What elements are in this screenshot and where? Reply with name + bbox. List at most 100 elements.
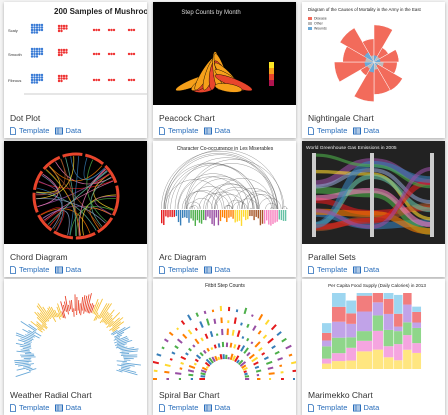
dot (36, 29, 38, 31)
dot (63, 25, 65, 27)
segment (394, 327, 402, 332)
table-icon (55, 266, 63, 274)
template-link[interactable]: Template (158, 403, 198, 412)
dot (133, 29, 135, 31)
segment (322, 323, 331, 333)
tick (186, 210, 187, 218)
data-link[interactable]: Data (55, 265, 81, 274)
tick (214, 210, 215, 226)
link-text: Template (168, 265, 198, 274)
axis (430, 153, 434, 237)
data-link[interactable]: Data (55, 126, 81, 135)
segment (373, 302, 383, 315)
dot (130, 53, 132, 55)
icon-page (309, 266, 314, 273)
dot (110, 53, 112, 55)
tick (272, 210, 273, 224)
segment (357, 296, 372, 312)
card-links: Template Data (9, 265, 81, 274)
dot (38, 74, 40, 76)
bar (247, 338, 248, 341)
card-links: Template Data (158, 265, 230, 274)
table-icon (204, 404, 212, 412)
doc-icon (307, 266, 315, 274)
icon-grid (354, 267, 361, 273)
dot (33, 76, 35, 78)
dot (133, 79, 135, 81)
tick (262, 210, 263, 224)
data-link[interactable]: Data (204, 126, 230, 135)
segment (373, 293, 383, 302)
thumb-label: Fibrous (8, 78, 21, 83)
table-icon (204, 266, 212, 274)
tick (249, 210, 250, 216)
data-link[interactable]: Data (204, 403, 230, 412)
dot (63, 77, 65, 79)
dot (33, 79, 35, 81)
tick (182, 210, 183, 218)
bar (194, 364, 196, 365)
dot (93, 79, 95, 81)
thumb-label: Other (314, 22, 324, 26)
bar (170, 359, 172, 360)
dot (41, 53, 43, 55)
card-title: Nightingale Chart (308, 113, 374, 123)
thumb-title: 200 Samples of Mushroo (54, 7, 147, 16)
card: Weather Radial Chart Template Data (4, 279, 147, 415)
doc-icon (9, 404, 17, 412)
segment (384, 299, 394, 314)
link-text: Data (214, 126, 230, 135)
data-link[interactable]: Data (353, 265, 379, 274)
card-title: Weather Radial Chart (10, 390, 92, 400)
doc-icon (158, 127, 166, 135)
data-link[interactable]: Data (353, 126, 379, 135)
template-link[interactable]: Template (307, 126, 347, 135)
card-title: Spiral Bar Chart (159, 390, 219, 400)
dot (58, 80, 60, 82)
dot (41, 74, 43, 76)
dot (36, 79, 38, 81)
segment (346, 324, 356, 337)
data-link[interactable]: Data (204, 265, 230, 274)
thumbnail: Step Counts by Month (153, 2, 296, 105)
axis (312, 153, 316, 237)
dot (65, 49, 67, 51)
bar (218, 357, 219, 360)
template-link[interactable]: Template (307, 265, 347, 274)
template-link[interactable]: Template (307, 403, 347, 412)
table-icon (204, 127, 212, 135)
dot (133, 53, 135, 55)
thumb-label: Wounds (314, 27, 327, 31)
data-link[interactable]: Data (353, 403, 379, 412)
thumb-title: Per Capita Food Supply (Daily Calories) … (328, 283, 426, 288)
card-title: Marimekko Chart (308, 390, 373, 400)
tick (220, 210, 221, 221)
bar (193, 345, 195, 347)
dot (58, 27, 60, 29)
tick (216, 210, 217, 218)
segment (373, 350, 383, 369)
template-link[interactable]: Template (158, 126, 198, 135)
thumb-label: Disease (314, 17, 327, 21)
template-link[interactable]: Template (158, 265, 198, 274)
dot (38, 26, 40, 28)
bar (235, 318, 236, 324)
dot (63, 49, 65, 51)
card-links: Template Data (307, 403, 379, 412)
dot (41, 76, 43, 78)
segment (357, 293, 372, 296)
template-link[interactable]: Template (9, 126, 49, 135)
dot (36, 31, 38, 33)
segment (357, 351, 372, 369)
dot (113, 79, 115, 81)
template-link[interactable]: Template (9, 403, 49, 412)
dot (60, 25, 62, 27)
link-text: Template (168, 126, 198, 135)
data-link[interactable]: Data (55, 403, 81, 412)
tick (167, 210, 168, 217)
bar (180, 368, 182, 369)
card: Character Co-occurrence in Les Miserable… (153, 141, 296, 277)
bar (242, 336, 243, 338)
template-link[interactable]: Template (9, 265, 49, 274)
